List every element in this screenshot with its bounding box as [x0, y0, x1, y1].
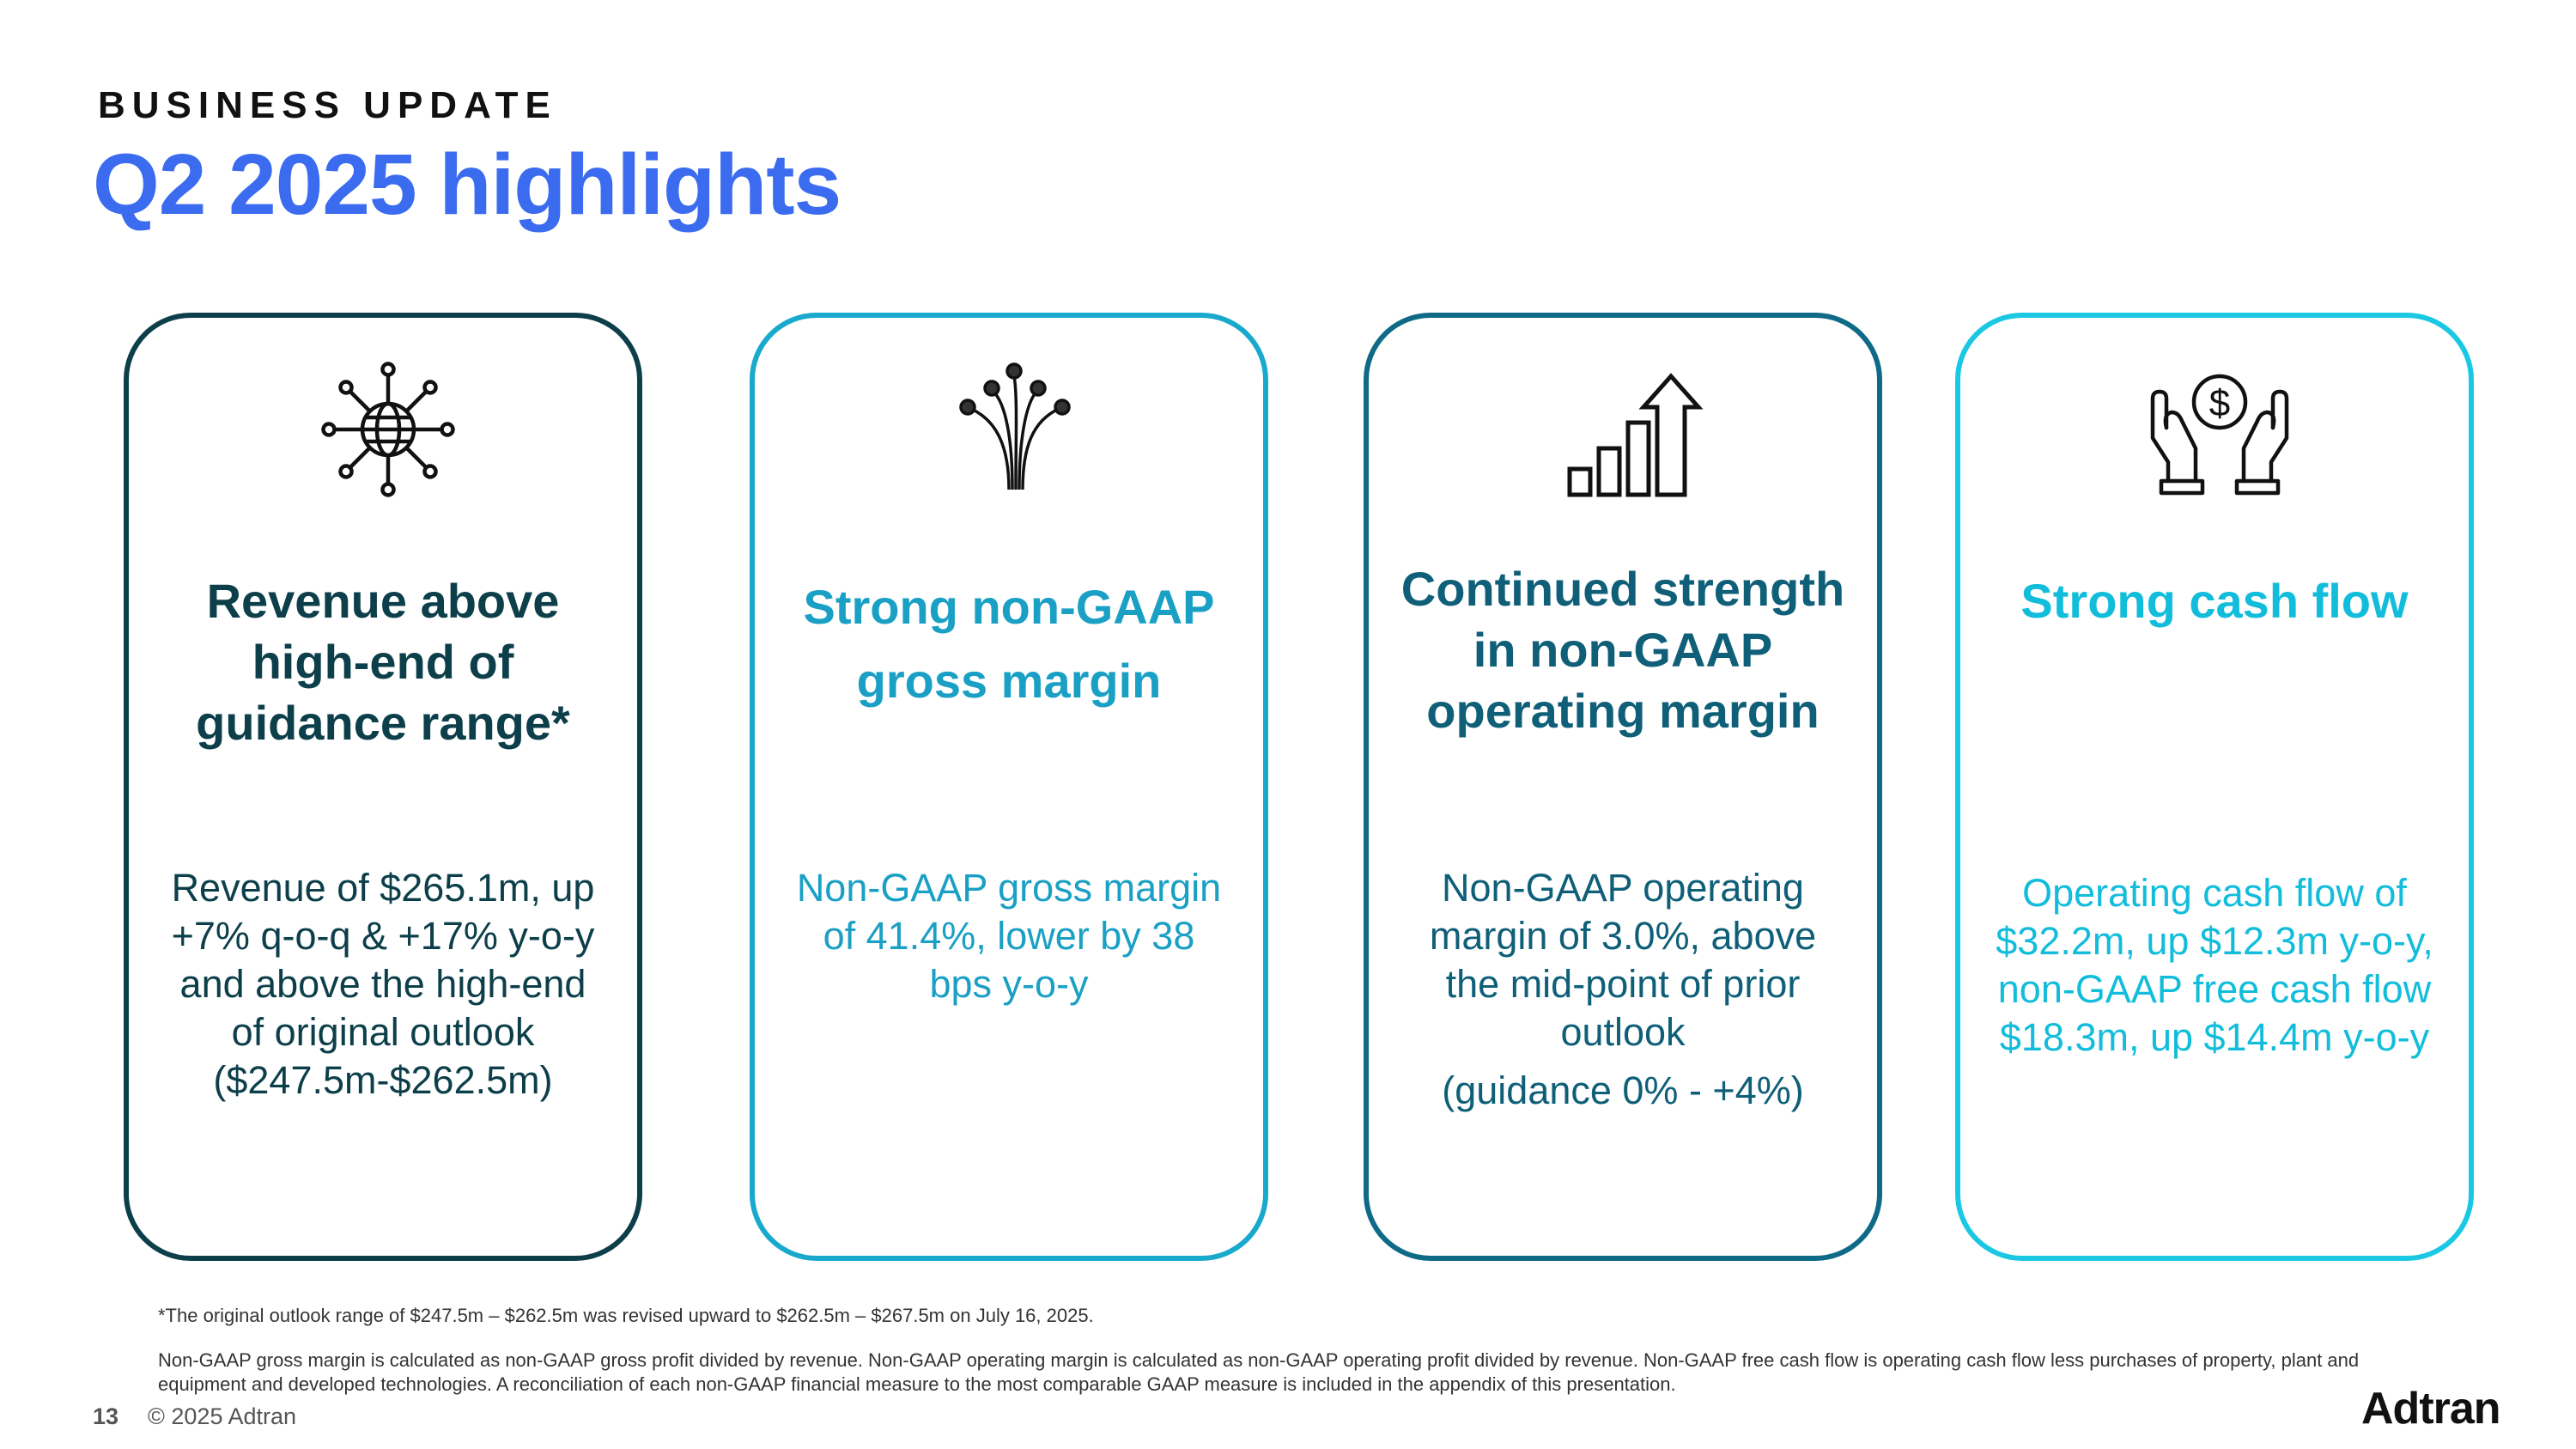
page-number: 13 [93, 1403, 119, 1429]
footnote-outlook: *The original outlook range of $247.5m –… [158, 1305, 1094, 1326]
adtran-logo: Adtran [2361, 1384, 2501, 1434]
globe-network-icon [311, 352, 465, 507]
card-body: Non-GAAP gross margin of 41.4%, lower by… [796, 866, 1222, 1006]
highlight-card-revenue: Revenue above high-end of guidance range… [124, 313, 642, 1261]
growth-bar-chart-icon [1551, 352, 1705, 507]
hands-dollar-icon: $ [2142, 352, 2297, 507]
highlight-card-cash-flow: $ Strong cash flow Operating cash flow o… [1955, 313, 2474, 1261]
highlight-card-gross-margin: Strong non-GAAP gross margin Non-GAAP gr… [750, 313, 1268, 1261]
fiber-optic-icon [937, 352, 1091, 507]
card-body: Revenue of $265.1m, up +7% q-o-q & +17% … [171, 866, 595, 1102]
card-note: (guidance 0% - +4%) [1442, 1068, 1804, 1112]
card-body: Operating cash flow of $32.2m, up $12.3m… [1996, 871, 2433, 1059]
card-heading: Strong non-GAAP gross margin [803, 580, 1215, 708]
card-body: Non-GAAP operating margin of 3.0%, above… [1429, 866, 1817, 1054]
page-title: Q2 2025 highlights [93, 137, 841, 233]
footnote-definitions: Non-GAAP gross margin is calculated as n… [158, 1349, 2360, 1395]
highlight-card-operating-margin: Continued strength in non-GAAP operating… [1364, 313, 1882, 1261]
copyright: © 2025 Adtran [148, 1403, 297, 1429]
card-heading: Continued strength in non-GAAP operating… [1400, 562, 1845, 738]
card-heading: Revenue above high-end of guidance range… [196, 574, 570, 750]
card-heading: Strong cash flow [2020, 574, 2409, 628]
section-kicker: BUSINESS UPDATE [98, 84, 557, 126]
svg-text:$: $ [2209, 382, 2230, 424]
